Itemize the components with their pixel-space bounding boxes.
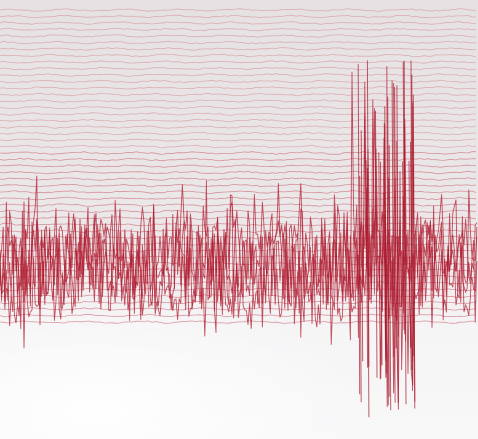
seismogram-photo: [0, 0, 478, 439]
page: (() => { const ns = 'http://www.w3.org/2…: [0, 0, 478, 439]
